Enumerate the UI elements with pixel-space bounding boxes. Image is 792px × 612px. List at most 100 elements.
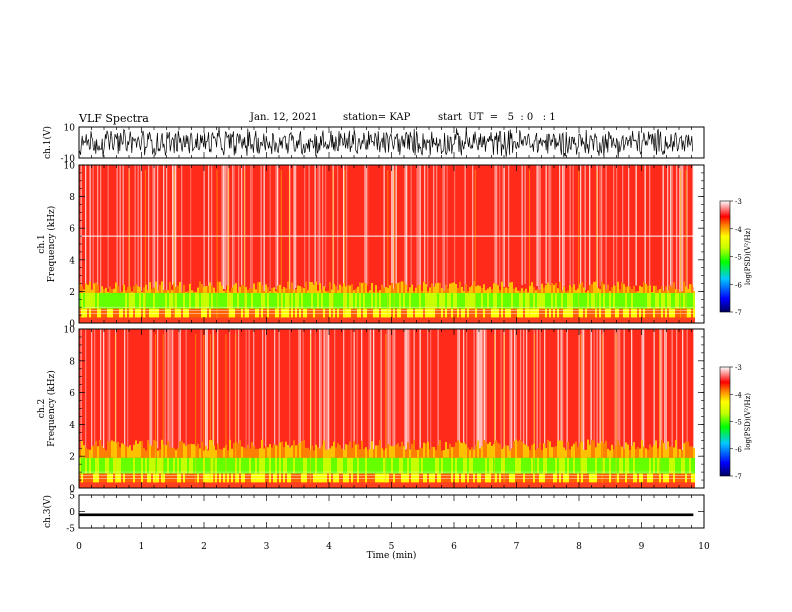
band-base [657,482,659,488]
band-lower [283,473,285,483]
band-green [223,457,225,474]
noise-streak [350,329,352,463]
band-lower [163,308,165,318]
band-green [601,292,603,309]
band-upper [453,282,455,293]
band-base [619,317,621,323]
band-green [131,292,133,309]
band-upper [169,447,171,458]
band-base [633,482,635,488]
noise-streak [686,165,688,290]
band-lower [177,308,179,318]
band-base [95,482,97,488]
noise-streak [227,165,229,295]
band-lower [277,473,279,483]
band-base [439,317,441,323]
band-base [659,317,661,323]
band-upper [415,287,417,293]
band-base [161,482,163,488]
band-green [315,457,317,474]
band-lower [383,473,385,483]
band-lower [363,308,365,318]
band-upper [377,291,379,293]
band-upper [441,288,443,293]
band-base [295,482,297,488]
band-base [113,317,115,323]
band-green [269,457,271,474]
band-base [501,482,503,488]
band-upper [587,290,589,293]
band-lower [593,473,595,483]
band-green [331,457,333,474]
noise-streak [100,165,102,299]
burst-line [213,334,215,483]
band-green [475,457,477,474]
band-upper [527,446,529,458]
band-lower [373,308,375,318]
band-upper [461,286,463,293]
band-lower [613,473,615,483]
band-green [165,457,167,474]
band-green [627,457,629,474]
band-lower [661,473,663,483]
noise-streak [205,329,207,454]
noise-streak [251,165,253,292]
band-lower [693,473,695,483]
band-upper [601,281,603,293]
band-green [455,457,457,474]
band-upper [509,450,511,458]
band-lower [645,473,647,483]
band-green [189,292,191,309]
band-lower [467,308,469,318]
band-upper [675,289,677,293]
band-green [187,457,189,474]
band-lower [129,308,131,318]
noise-streak [299,329,301,463]
band-upper [693,448,695,458]
band-base [233,317,235,323]
band-upper [487,443,489,458]
band-lower [657,308,659,318]
band-green [371,292,373,309]
band-upper [145,284,147,293]
noise-streak [628,165,630,291]
band-base [459,317,461,323]
band-base [541,482,543,488]
noise-streak [526,329,528,458]
band-base [417,317,419,323]
band-base [547,317,549,323]
band-upper [141,292,143,293]
band-green [619,292,621,309]
band-upper [191,290,193,293]
noise-streak [152,165,154,299]
band-upper [449,283,451,293]
band-upper [315,444,317,458]
band-green [301,457,303,474]
noise-streak [464,165,466,298]
band-lower [393,473,395,483]
noise-streak [622,165,624,292]
band-base [377,317,379,323]
band-green [577,292,579,309]
band-base [415,482,417,488]
band-lower [447,308,449,318]
band-base [239,482,241,488]
noise-streak [409,329,411,453]
band-green [273,457,275,474]
band-green [287,292,289,309]
band-green [641,457,643,474]
band-lower [339,473,341,483]
band-base [261,317,263,323]
noise-streak [200,329,202,463]
band-base [469,482,471,488]
band-upper [119,291,121,293]
band-green [339,457,341,474]
band-lower [139,308,141,318]
band-green [637,292,639,309]
band-lower [483,308,485,318]
band-lower [491,308,493,318]
band-lower [261,473,263,483]
band-lower [591,308,593,318]
band-green [245,457,247,474]
band-green [283,457,285,474]
